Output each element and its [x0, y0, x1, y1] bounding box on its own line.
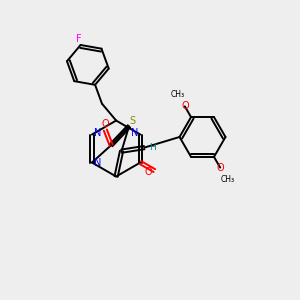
Text: O: O [101, 119, 109, 129]
Text: O: O [181, 101, 189, 111]
Text: N: N [94, 128, 101, 138]
Text: N: N [131, 128, 139, 138]
Text: CH₃: CH₃ [171, 90, 185, 99]
Text: O: O [145, 167, 152, 177]
Text: F: F [76, 34, 81, 44]
Text: H: H [149, 143, 156, 152]
Text: S: S [129, 116, 135, 126]
Text: N: N [94, 158, 101, 167]
Text: O: O [216, 163, 224, 172]
Text: CH₃: CH₃ [220, 175, 234, 184]
